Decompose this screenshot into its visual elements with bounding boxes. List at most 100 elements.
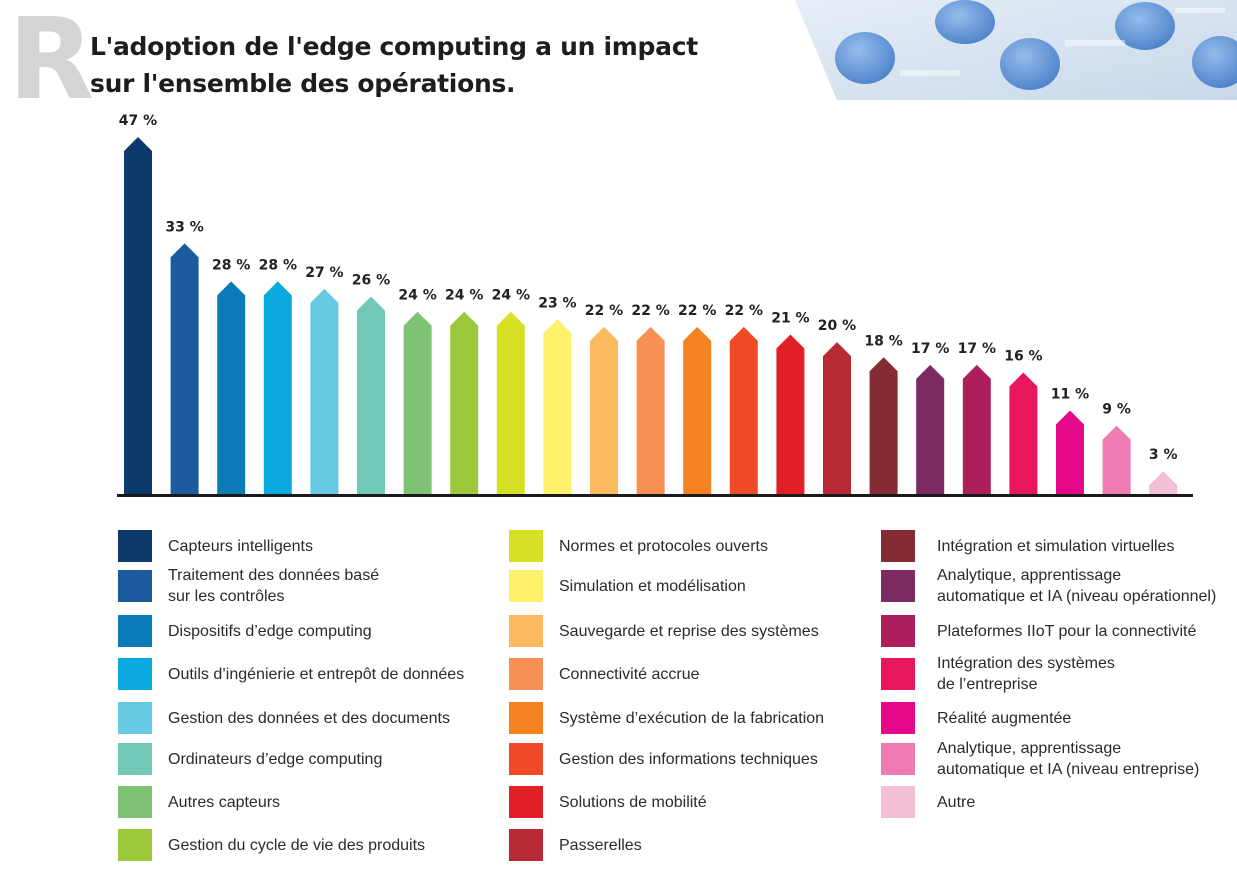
legend-item: Intégration et simulation virtuelles — [881, 530, 1174, 562]
legend-swatch — [509, 530, 543, 562]
legend-item: Gestion du cycle de vie des produits — [118, 829, 425, 861]
legend-item: Outils d’ingénierie et entrepôt de donné… — [118, 658, 464, 690]
legend-label-line: Sauvegarde et reprise des systèmes — [559, 622, 819, 640]
legend-swatch — [509, 658, 543, 690]
bar-value-label: 20 % — [818, 318, 856, 334]
bar — [683, 326, 712, 494]
legend-label: Plateformes IIoT pour la connectivité — [937, 621, 1196, 642]
bar-value-label: 24 % — [445, 288, 483, 304]
bar-value-label: 27 % — [305, 265, 343, 281]
bar — [729, 326, 758, 494]
legend-label: Solutions de mobilité — [559, 792, 707, 813]
legend-label-line: Intégration et simulation virtuelles — [937, 537, 1175, 555]
bar-value-label: 22 % — [725, 303, 763, 319]
legend-swatch — [118, 530, 152, 562]
legend-item: Plateformes IIoT pour la connectivité — [881, 615, 1196, 647]
bar-value-label: 47 % — [119, 113, 157, 129]
bar — [776, 334, 805, 494]
bar — [1102, 425, 1131, 494]
legend-item: Capteurs intelligents — [118, 530, 313, 562]
legend-swatch — [118, 570, 152, 602]
watermark-letter: R — [8, 0, 95, 125]
chart-title: L'adoption de l'edge computing a un impa… — [90, 32, 698, 98]
bar — [357, 296, 385, 494]
legend-label-line: Autre — [937, 793, 976, 811]
legend-label-line: Simulation et modélisation — [559, 577, 746, 595]
legend-label-line: Dispositifs d’edge computing — [168, 622, 372, 640]
legend-label: Intégration des systèmes de l’entreprise — [937, 653, 1115, 695]
bar — [450, 311, 479, 494]
bar-value-label: 17 % — [958, 341, 996, 357]
legend-label-line: de l’entreprise — [937, 676, 1038, 693]
bar-value-label: 21 % — [771, 310, 809, 326]
legend-label-line: automatique et IA (niveau entreprise) — [937, 761, 1200, 778]
bar — [496, 311, 525, 494]
legend-label: Analytique, apprentissage automatique et … — [937, 565, 1216, 607]
bar — [1009, 372, 1038, 494]
legend-swatch — [881, 702, 915, 734]
legend-swatch — [118, 658, 152, 690]
legend-swatch — [881, 530, 915, 562]
bar-value-label: 26 % — [352, 273, 390, 289]
bar — [869, 357, 898, 494]
legend-label-line: Capteurs intelligents — [168, 537, 313, 555]
legend-item: Passerelles — [509, 829, 642, 861]
bar-value-label: 33 % — [165, 219, 203, 235]
bar — [916, 364, 945, 494]
legend-label: Gestion des données et des documents — [168, 708, 450, 729]
legend-label-line: Plateformes IIoT pour la connectivité — [937, 622, 1197, 640]
bar — [403, 311, 432, 494]
bar — [310, 288, 339, 494]
legend-item: Dispositifs d’edge computing — [118, 615, 372, 647]
bar-value-label: 28 % — [259, 257, 297, 273]
bar-value-label: 22 % — [678, 303, 716, 319]
bar-value-label: 16 % — [1004, 348, 1042, 364]
legend-item: Analytique, apprentissage automatique et … — [881, 740, 1199, 778]
legend-label: Analytique, apprentissage automatique et … — [937, 738, 1199, 780]
legend-label: Sauvegarde et reprise des systèmes — [559, 621, 819, 642]
legend-swatch — [118, 829, 152, 861]
legend-item: Autres capteurs — [118, 786, 280, 818]
legend-label: Intégration et simulation virtuelles — [937, 536, 1174, 557]
bar — [962, 364, 991, 494]
bar — [543, 319, 572, 494]
legend-label-line: Normes et protocoles ouverts — [559, 537, 768, 555]
legend-label-line: Gestion des données et des documents — [168, 709, 450, 727]
bar — [170, 243, 199, 494]
bar — [1056, 410, 1084, 494]
legend-swatch — [509, 615, 543, 647]
legend-item: Autre — [881, 786, 975, 818]
legend-label-line: automatique et IA (niveau opérationnel) — [937, 588, 1217, 605]
bar-value-label: 18 % — [864, 333, 902, 349]
legend-label: Simulation et modélisation — [559, 576, 746, 597]
legend-swatch — [509, 786, 543, 818]
legend-label: Réalité augmentée — [937, 708, 1071, 729]
bar — [636, 326, 665, 494]
legend-label: Outils d’ingénierie et entrepôt de donné… — [168, 664, 464, 685]
legend-label: Passerelles — [559, 835, 642, 856]
legend-item: Connectivité accrue — [509, 658, 700, 690]
bar-value-label: 3 % — [1149, 447, 1178, 463]
legend-swatch — [118, 786, 152, 818]
legend-label-line: Autres capteurs — [168, 793, 281, 811]
legend-label-line: Réalité augmentée — [937, 709, 1072, 727]
legend-item: Traitement des données basé sur les contr… — [118, 567, 379, 605]
legend-label: Traitement des données basé sur les contr… — [168, 565, 379, 607]
legend-item: Normes et protocoles ouverts — [509, 530, 768, 562]
bar — [124, 137, 152, 494]
legend-item: Réalité augmentée — [881, 702, 1071, 734]
legend-label: Ordinateurs d’edge computing — [168, 749, 382, 770]
legend-label: Système d’exécution de la fabrication — [559, 708, 824, 729]
legend-item: Analytique, apprentissage automatique et … — [881, 567, 1216, 605]
legend-swatch — [509, 570, 543, 602]
legend-item: Sauvegarde et reprise des systèmes — [509, 615, 819, 647]
legend-label-line: Système d’exécution de la fabrication — [559, 709, 825, 727]
legend-label-line: Passerelles — [559, 836, 642, 854]
legend-label: Gestion des informations techniques — [559, 749, 818, 770]
legend-label-line: sur les contrôles — [168, 588, 285, 605]
bar-value-label: 17 % — [911, 341, 949, 357]
bar-value-label: 28 % — [212, 257, 250, 273]
bar — [823, 342, 851, 494]
legend-label: Connectivité accrue — [559, 664, 700, 685]
legend-label-line: Gestion du cycle de vie des produits — [168, 836, 426, 854]
